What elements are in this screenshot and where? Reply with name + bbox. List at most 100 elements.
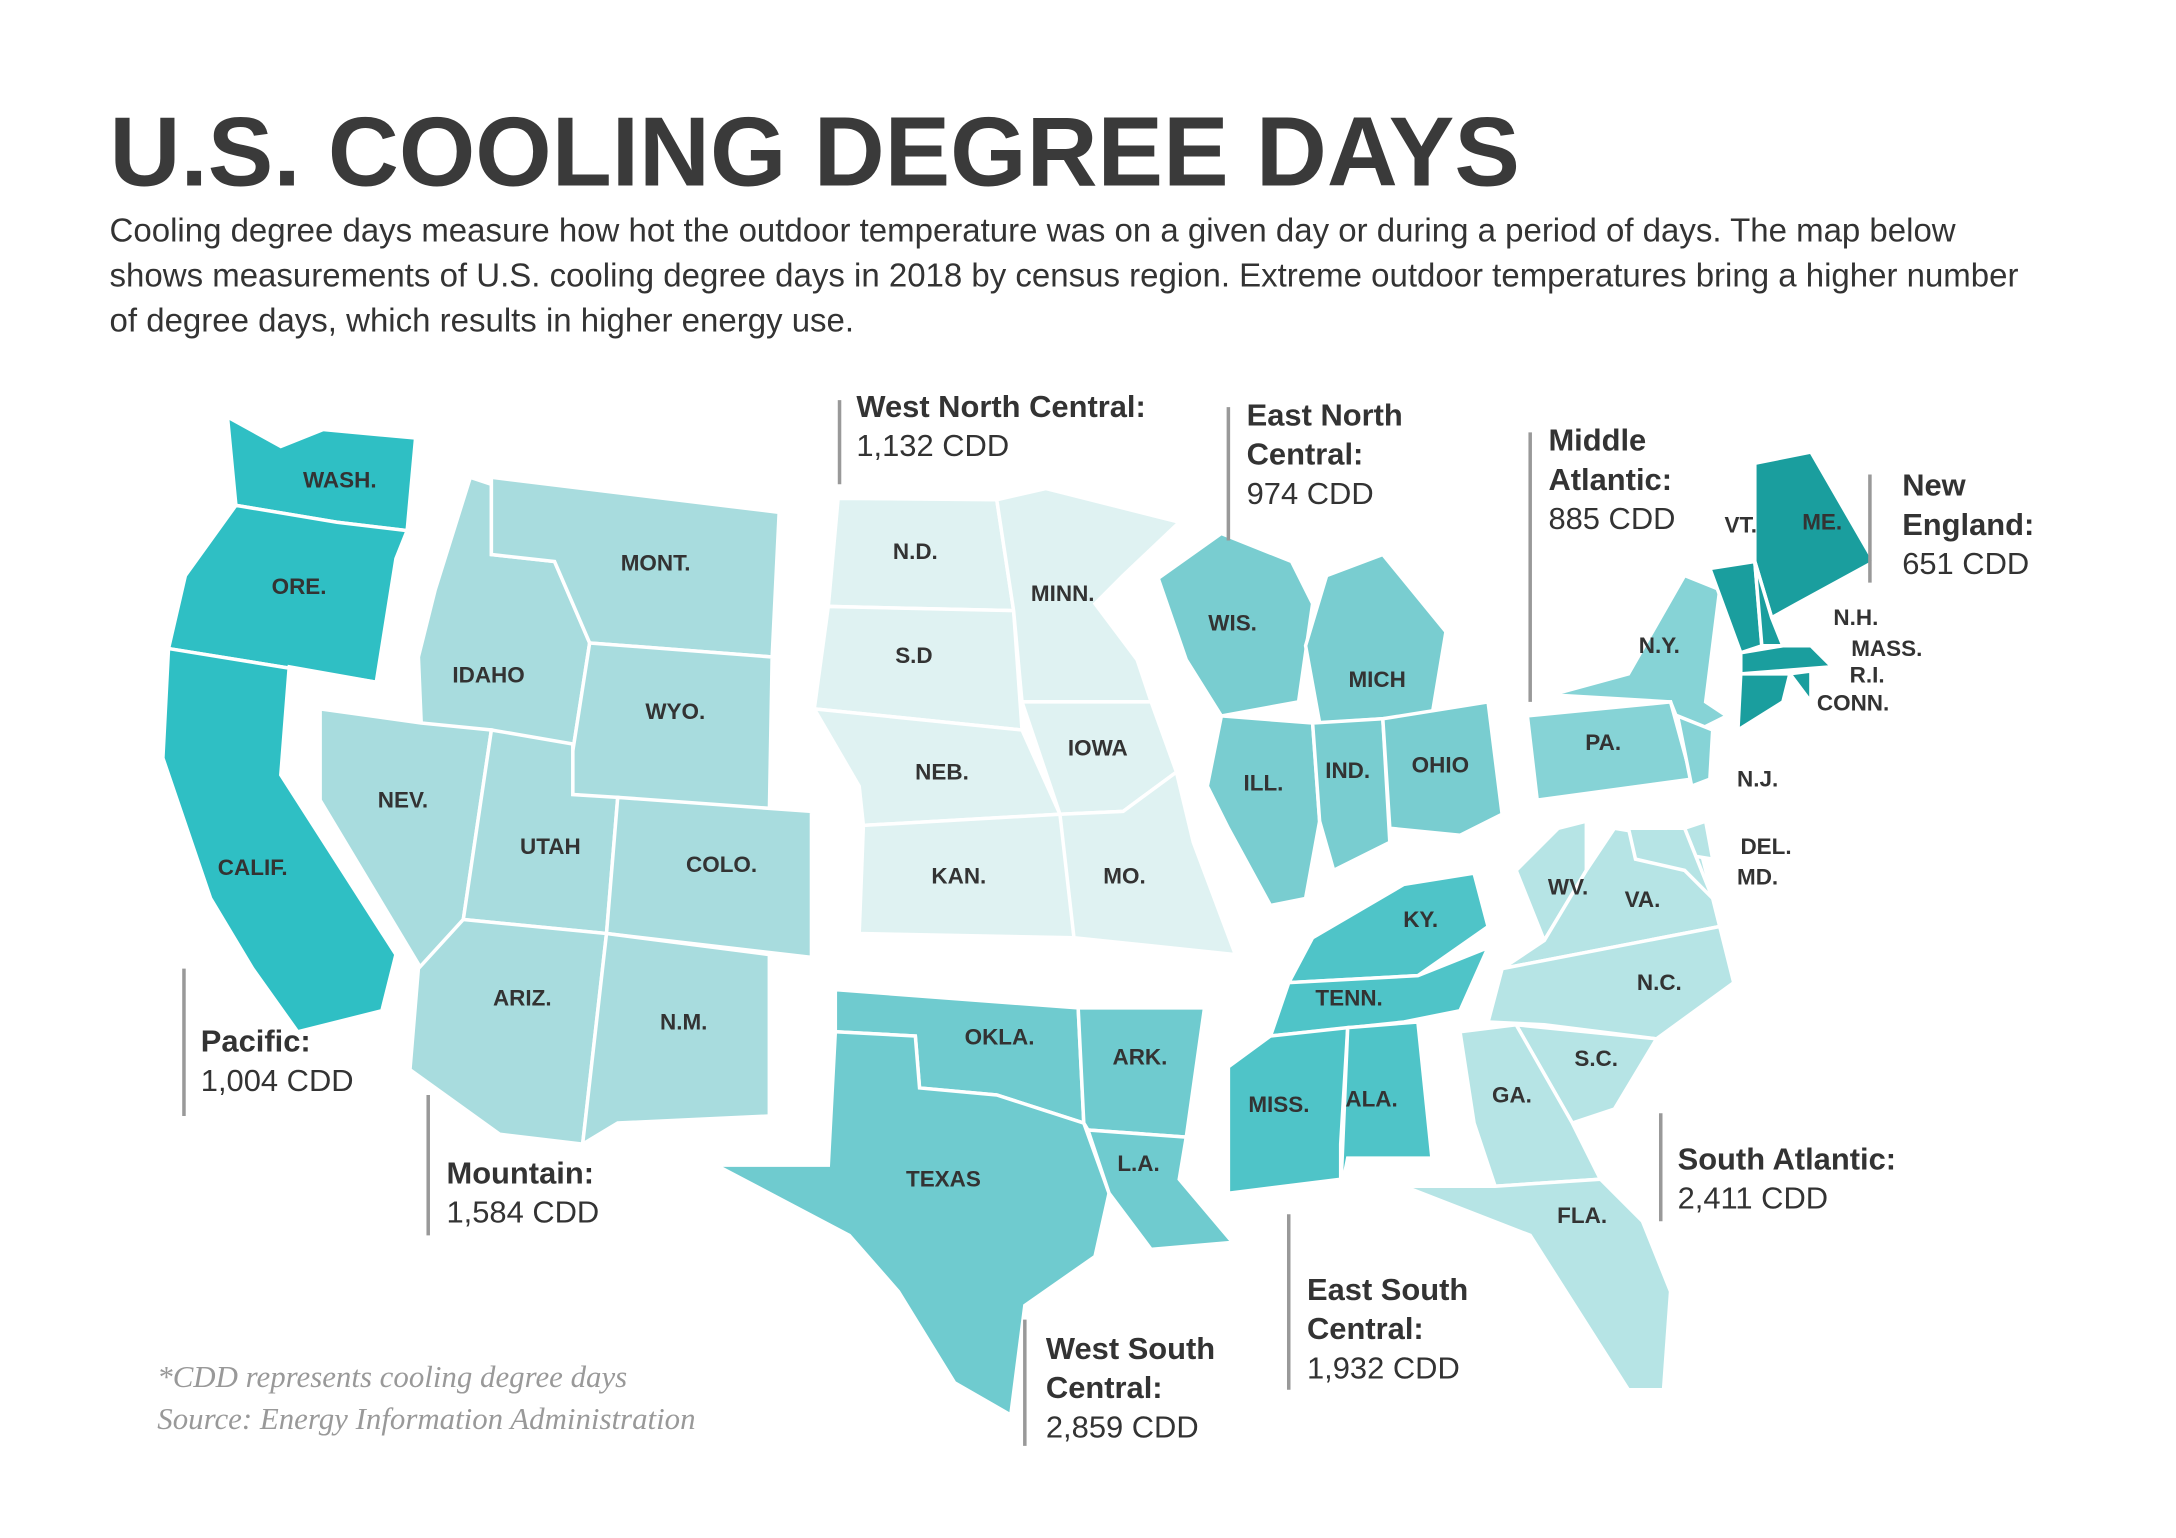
state-label: COLO. [686, 852, 757, 877]
state-shape [1338, 1020, 1434, 1194]
region-label: East South Central: 1,932 CDD [1307, 1270, 1518, 1388]
state-label: WV. [1548, 875, 1588, 900]
state-shape [161, 646, 398, 1034]
state-shape [580, 931, 772, 1148]
region-label-box: West South Central:2,859 CDD [1046, 1329, 1257, 1447]
region-label-box: Middle Atlantic: 885 CDD [1548, 421, 1681, 539]
region-label-box: East North Central:974 CDD [1246, 397, 1403, 511]
region-label: Middle Atlantic: 885 CDD [1548, 421, 1681, 539]
state-label: ILL. [1244, 771, 1284, 796]
state-label: MASS. [1851, 636, 1922, 661]
source: Source: Energy Information Administratio… [157, 1401, 695, 1436]
region-labels: Pacific:1,004 CDD Mountain:1,584 CDD West … [182, 387, 2063, 1447]
state-label: N.M. [660, 1009, 707, 1034]
state-label: MISS. [1248, 1092, 1309, 1117]
state-shape [1085, 1128, 1237, 1252]
state-label: S.D [895, 643, 932, 668]
state-label: S.C. [1574, 1046, 1618, 1071]
state-label: CALIF. [218, 855, 288, 880]
state-label: OKLA. [965, 1025, 1035, 1050]
state-label: TEXAS [906, 1167, 981, 1192]
state-label: N.D. [893, 539, 938, 564]
state-label: OHIO [1412, 752, 1469, 777]
title: U.S. COOLING DEGREE DAYS [110, 96, 1520, 206]
region-label-box: South Atlantic:2,411 CDD [1678, 1140, 1959, 1219]
state-shape [166, 503, 410, 685]
state-label: FLA. [1557, 1203, 1607, 1228]
state-shape [1380, 699, 1505, 838]
region-value: 1,132 CDD [856, 428, 1010, 464]
state-shape [994, 486, 1183, 704]
state-label: UTAH [520, 834, 581, 859]
region-name: Pacific: [200, 1023, 311, 1059]
state-shape [1626, 826, 1715, 900]
state-label: MINN. [1031, 581, 1095, 606]
state-label: TENN. [1315, 985, 1382, 1010]
state-label: MONT. [621, 550, 691, 575]
region-value: 1,584 CDD [446, 1194, 600, 1230]
state-label: KAN. [931, 863, 986, 888]
region-label: New England: 651 CDD [1902, 466, 2063, 584]
state-label: MICH [1348, 667, 1405, 692]
state-label: VA. [1625, 887, 1661, 912]
region-value: 2,411 CDD [1677, 1180, 1829, 1216]
state-label: CONN. [1817, 691, 1889, 716]
region-name: East South Central: [1306, 1271, 1469, 1347]
region-label-box: Pacific:1,004 CDD [201, 1022, 482, 1101]
state-label: NEB. [915, 759, 969, 784]
state-shape [1736, 672, 1793, 734]
state-shape [1786, 669, 1813, 708]
region-label: Mountain: 1,584 CDD [446, 1154, 727, 1233]
state-shape [571, 641, 774, 817]
state-shape [1739, 643, 1836, 676]
state-shape [1057, 769, 1239, 957]
region-label-box: East South Central:1,932 CDD [1307, 1270, 1518, 1388]
region-value: 1,004 CDD [200, 1062, 354, 1098]
state-label: WYO. [645, 699, 705, 724]
region-value: 651 CDD [1902, 546, 2030, 582]
region-label: West North Central: 1,132 CDD [856, 387, 1221, 466]
region-value: 1,932 CDD [1306, 1350, 1460, 1386]
region-value: 2,859 CDD [1045, 1409, 1199, 1445]
state-label: N.Y. [1639, 633, 1680, 658]
state-label: MO. [1103, 863, 1145, 888]
state-label: ALA. [1345, 1087, 1397, 1112]
region-name: West South Central: [1045, 1330, 1216, 1406]
states: WASH. ORE. CALIF. IDAHO MONT. WYO. NEV. UTAH COL… [161, 413, 1922, 1418]
state-shape [1675, 713, 1715, 789]
state-label: ARIZ. [493, 985, 552, 1010]
region-label-box: New England: 651 CDD [1902, 466, 2063, 584]
footnote: *CDD represents cooling degree days [157, 1359, 627, 1394]
region-name: Middle Atlantic: [1548, 422, 1672, 497]
region-name: East North Central: [1246, 397, 1403, 472]
region-label: Pacific: 1,004 CDD [201, 1022, 482, 1101]
state-label: L.A. [1117, 1151, 1159, 1176]
description-box: Cooling degree days measure how hot the … [110, 212, 2019, 338]
state-label: KY. [1403, 907, 1438, 932]
state-label: N.J. [1737, 766, 1778, 791]
state-label: IDAHO [452, 663, 524, 688]
state-label: WIS. [1208, 611, 1257, 636]
state-label: MD. [1737, 865, 1778, 890]
state-label: WASH. [303, 467, 377, 492]
state-shape [715, 1029, 1111, 1418]
region-name: Mountain: [446, 1155, 594, 1191]
region-value: 885 CDD [1548, 501, 1676, 537]
region-label-box: Mountain:1,584 CDD [446, 1154, 727, 1233]
state-label: NEV. [378, 788, 428, 813]
state-label: VT. [1725, 512, 1757, 537]
region-label: West South Central: 2,859 CDD [1046, 1329, 1257, 1447]
state-shape [1310, 716, 1392, 873]
region-name: South Atlantic: [1677, 1141, 1897, 1177]
state-label: ARK. [1112, 1044, 1167, 1069]
state-label: N.H. [1833, 605, 1878, 630]
region-label: South Atlantic: 2,411 CDD [1678, 1140, 1959, 1219]
state-shape [604, 795, 814, 960]
state-label: DEL. [1740, 834, 1791, 859]
state-label: GA. [1492, 1082, 1532, 1107]
region-name: West North Central: [856, 388, 1146, 424]
state-label: ME. [1802, 510, 1842, 535]
state-label: N.C. [1637, 970, 1682, 995]
region-name: New England: [1902, 467, 2035, 542]
